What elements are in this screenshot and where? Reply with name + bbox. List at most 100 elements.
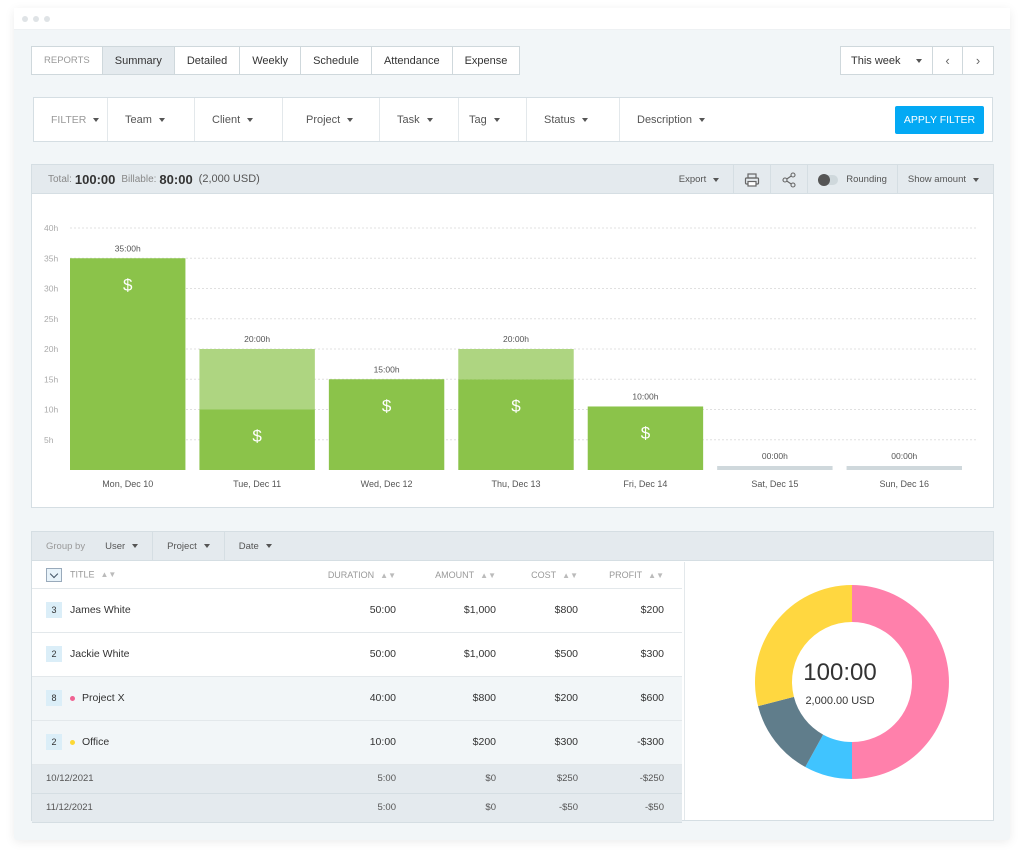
tab-attendance[interactable]: Attendance <box>372 47 453 74</box>
chart-actions: Export Rounding Show amount <box>669 165 993 194</box>
chevron-down-icon <box>916 58 922 63</box>
project-color-dot <box>70 739 75 745</box>
sort-icon: ▲▼ <box>480 570 496 580</box>
table-row[interactable]: 2 Office 10:00 $200 $300 -$300 <box>32 720 682 765</box>
tab-schedule[interactable]: Schedule <box>301 47 372 74</box>
column-duration[interactable]: DURATION ▲▼ <box>302 562 414 589</box>
group-by-project[interactable]: Project <box>153 532 225 560</box>
filter-team[interactable]: Team <box>108 98 195 141</box>
filter-project[interactable]: Project <box>283 98 380 141</box>
window-dot <box>44 15 50 22</box>
bar-total-label: 35:00h <box>115 243 141 253</box>
printer-icon <box>745 172 760 187</box>
x-tick-label: Tue, Dec 11 <box>233 479 281 489</box>
donut-segment <box>755 585 852 707</box>
row-profit: $200 <box>596 588 682 633</box>
filter-dropdown[interactable]: FILTER <box>34 98 108 141</box>
next-week-button[interactable]: › <box>975 53 981 68</box>
chevron-down-icon <box>158 117 165 122</box>
apply-filter-button[interactable]: APPLY FILTER <box>895 106 984 134</box>
chevron-down-icon <box>132 544 139 548</box>
column-cost[interactable]: COST ▲▼ <box>514 562 596 589</box>
y-tick-label: 25h <box>44 314 58 324</box>
chevron-down-icon <box>93 117 100 122</box>
filter-client-label: Client <box>212 113 241 126</box>
chevron-down-icon <box>713 177 720 182</box>
donut-total: 100:00 <box>803 659 877 686</box>
group-by-date[interactable]: Date <box>225 532 286 560</box>
window-dot <box>33 15 39 22</box>
y-tick-label: 5h <box>44 435 54 445</box>
chevron-down-icon <box>265 544 272 548</box>
x-tick-label: Thu, Dec 13 <box>491 479 540 489</box>
sort-icon: ▲▼ <box>100 570 117 580</box>
table-row[interactable]: 10/12/2021 5:00 $0 $250 -$250 <box>32 764 682 794</box>
table-row[interactable]: 3 James White 50:00 $1,000 $800 $200 <box>32 588 682 633</box>
date-range-value: This week <box>851 54 901 67</box>
filter-team-label: Team <box>125 113 152 126</box>
chevron-down-icon <box>247 117 254 122</box>
y-tick-label: 20h <box>44 344 58 354</box>
filter-tag-label: Tag <box>469 113 487 126</box>
donut-segment <box>805 734 852 779</box>
group-by-user-label: User <box>105 540 126 552</box>
filter-tag[interactable]: Tag <box>459 98 527 141</box>
bar-billable <box>458 379 574 470</box>
app-window: REPORTS Summary Detailed Weekly Schedule… <box>14 8 1010 840</box>
show-amount-dropdown[interactable]: Show amount <box>896 165 993 194</box>
row-title: 2 Jackie White <box>32 632 302 677</box>
group-by-project-label: Project <box>167 540 197 552</box>
bar-billable <box>199 409 315 470</box>
row-profit: -$50 <box>596 793 682 823</box>
table-row[interactable]: 2 Jackie White 50:00 $1,000 $500 $300 <box>32 632 682 677</box>
table-row[interactable]: 11/12/2021 5:00 $0 -$50 -$50 <box>32 793 682 823</box>
entry-count-badge: 3 <box>46 602 62 618</box>
date-range-control: This week ‹ › <box>840 46 994 75</box>
expand-all-checkbox[interactable] <box>46 567 62 582</box>
row-cost: $250 <box>514 764 596 794</box>
filter-project-label: Project <box>306 113 341 126</box>
share-button[interactable] <box>770 165 807 194</box>
y-tick-label: 40h <box>44 223 58 233</box>
y-tick-label: 15h <box>44 374 58 384</box>
row-amount: $1,000 <box>414 632 514 677</box>
breakdown-panel: Group by User Project Date TITLE ▲▼ DURAT… <box>31 531 994 823</box>
table-row[interactable]: 8 Project X 40:00 $800 $200 $600 <box>32 676 682 721</box>
column-amount[interactable]: AMOUNT ▲▼ <box>414 562 514 589</box>
tab-expense[interactable]: Expense <box>464 54 508 67</box>
row-title-text: Office <box>82 735 110 748</box>
rounding-toggle[interactable]: Rounding <box>807 165 897 194</box>
filter-description[interactable]: Description <box>620 98 730 141</box>
billable-dollar-icon: $ <box>382 396 392 415</box>
column-profit[interactable]: PROFIT ▲▼ <box>596 562 682 589</box>
prev-week-button[interactable]: ‹ <box>933 47 963 74</box>
print-button[interactable] <box>733 165 770 194</box>
donut-segment <box>852 585 949 779</box>
filter-status[interactable]: Status <box>527 98 620 141</box>
row-title: 2 Office <box>32 720 302 765</box>
filter-task[interactable]: Task <box>380 98 459 141</box>
group-by-user[interactable]: User <box>91 532 154 560</box>
row-profit: $600 <box>596 676 682 721</box>
sort-icon: ▲▼ <box>648 570 664 580</box>
column-cost-label: COST <box>531 569 557 580</box>
row-duration: 5:00 <box>302 793 414 823</box>
tab-detailed[interactable]: Detailed <box>175 47 241 74</box>
column-amount-label: AMOUNT <box>435 569 475 580</box>
row-duration: 40:00 <box>302 676 414 721</box>
tab-summary[interactable]: Summary <box>102 47 175 74</box>
column-title[interactable]: TITLE ▲▼ <box>32 562 302 589</box>
donut-amount: 2,000.00 USD <box>805 695 875 707</box>
row-title: 3 James White <box>32 588 302 633</box>
reports-label: REPORTS <box>32 47 103 74</box>
filter-client[interactable]: Client <box>195 98 283 141</box>
bar-total-label: 15:00h <box>374 364 400 374</box>
export-dropdown[interactable]: Export <box>669 165 733 194</box>
tab-weekly[interactable]: Weekly <box>240 47 302 74</box>
row-profit: $300 <box>596 632 682 677</box>
billable-value: 80:00 <box>159 171 193 187</box>
date-range-select[interactable]: This week <box>841 47 933 74</box>
entry-count-badge: 8 <box>46 690 62 706</box>
billable-dollar-icon: $ <box>641 423 651 442</box>
column-duration-label: DURATION <box>327 569 375 580</box>
